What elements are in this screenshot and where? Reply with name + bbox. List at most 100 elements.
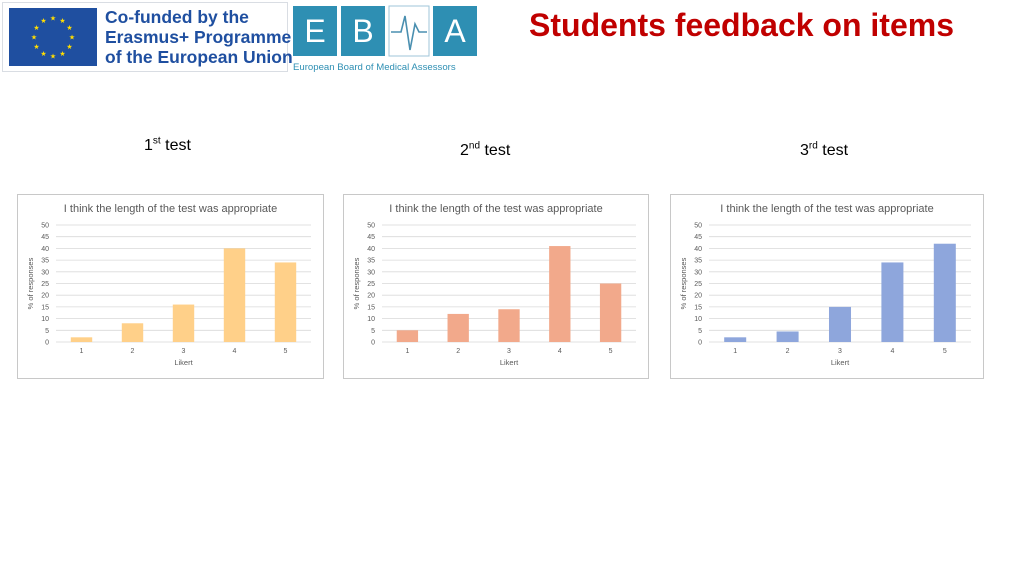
x-tick-label: 5 [609,348,613,355]
ebma-logo: E B A European Board of Medical Assessor… [291,2,481,74]
y-axis-label: % of responses [352,257,361,309]
y-tick-label: 50 [367,223,375,230]
x-tick-label: 1 [733,348,737,355]
bar [121,323,144,342]
y-tick-label: 20 [41,293,49,300]
ebma-tile-a [433,6,477,56]
x-tick-label: 5 [284,348,288,355]
eu-star-icon: ★ [33,43,39,51]
eu-star-icon: ★ [40,50,46,58]
bar [828,306,852,342]
bar [274,262,297,342]
eu-star-icon: ★ [66,43,72,51]
bar [724,337,747,342]
bar [172,304,195,342]
heartbeat-icon [391,15,427,51]
bar [447,313,469,342]
test-label-1: 1st test [144,136,191,155]
y-tick-label: 25 [367,281,375,288]
eu-star-icon: ★ [33,24,39,32]
page-title: Students feedback on items [529,7,954,43]
eu-star-icon: ★ [40,17,46,25]
x-tick-label: 5 [943,348,947,355]
bar [223,248,246,342]
y-tick-label: 45 [367,234,375,241]
y-tick-label: 45 [694,234,702,241]
y-tick-label: 35 [367,258,375,265]
x-tick-label: 4 [890,348,894,355]
y-tick-label: 15 [41,304,49,311]
eu-star-icon: ★ [66,24,72,32]
y-tick-label: 25 [41,281,49,288]
y-tick-label: 30 [41,269,49,276]
bar [70,337,93,342]
eu-star-icon: ★ [69,34,75,42]
y-tick-label: 40 [367,246,375,253]
eu-star-icon: ★ [59,50,65,58]
test-label-3: 3rd test [800,140,848,160]
y-tick-label: 5 [698,328,702,335]
eu-logo-line-2: Erasmus+ Programme [105,27,292,47]
test-word: test [165,137,191,154]
y-tick-label: 50 [694,223,702,230]
x-tick-label: 4 [233,348,237,355]
ebma-letter-b: B [352,13,373,49]
bar [396,330,419,342]
eu-star-icon: ★ [50,53,56,61]
y-tick-label: 5 [45,328,49,335]
ebma-tile-b [341,6,385,56]
y-tick-label: 40 [694,246,702,253]
eu-flag-icon: ★ ★ ★ ★ ★ ★ ★ ★ ★ ★ ★ ★ [9,8,97,66]
x-tick-label: 1 [80,348,84,355]
x-tick-label: 1 [405,348,409,355]
y-tick-label: 0 [371,340,375,347]
y-tick-label: 30 [367,269,375,276]
x-tick-label: 3 [182,348,186,355]
x-axis-label: Likert [831,358,850,367]
y-tick-label: 30 [694,269,702,276]
chart-panel-2: I think the length of the test was appro… [343,194,649,379]
chart-panel-1: I think the length of the test was appro… [17,194,324,379]
y-tick-label: 10 [694,316,702,323]
y-tick-label: 5 [371,328,375,335]
bar [599,283,622,342]
eu-cofunded-logo: ★ ★ ★ ★ ★ ★ ★ ★ ★ ★ ★ ★ Co-funded by the Erasmus+ P… [2,2,293,72]
x-tick-label: 4 [558,348,562,355]
ebma-letter-e: E [304,13,325,49]
test-number: 3 [800,142,809,159]
bar [933,243,956,342]
x-tick-label: 3 [838,348,842,355]
bar [549,246,571,342]
bar-chart-3: I think the length of the test was appro… [679,203,971,367]
eu-logo-line-3: of the European Union [105,47,293,67]
y-tick-label: 15 [367,304,375,311]
bar-chart-2: I think the length of the test was appro… [352,203,636,367]
test-ordinal-suffix: rd [808,140,818,152]
y-tick-label: 10 [41,316,49,323]
y-tick-label: 0 [698,340,702,347]
chart-panel-3: I think the length of the test was appro… [670,194,984,379]
chart-title: I think the length of the test was appro… [720,203,933,215]
test-number: 1 [144,137,153,154]
eu-star-icon: ★ [31,34,37,42]
y-tick-label: 40 [41,246,49,253]
eu-star-icon: ★ [59,17,65,25]
ebma-subtitle: European Board of Medical Assessors [293,62,456,73]
y-tick-label: 25 [694,281,702,288]
y-tick-label: 15 [694,304,702,311]
test-label-2: 2nd test [460,140,510,160]
y-tick-label: 20 [367,293,375,300]
x-tick-label: 2 [786,348,790,355]
eu-logo-line-1: Co-funded by the [105,7,249,27]
test-ordinal-suffix: nd [468,140,481,152]
eu-star-icon: ★ [50,15,56,23]
y-tick-label: 45 [41,234,49,241]
y-axis-label: % of responses [26,257,35,309]
x-axis-label: Likert [500,358,519,367]
y-tick-label: 50 [41,223,49,230]
x-axis-label: Likert [174,358,193,367]
eu-logo-text: Co-funded by the Erasmus+ Programme of t… [105,7,293,67]
test-number: 2 [460,142,469,159]
x-tick-label: 2 [131,348,135,355]
bar [498,309,520,342]
